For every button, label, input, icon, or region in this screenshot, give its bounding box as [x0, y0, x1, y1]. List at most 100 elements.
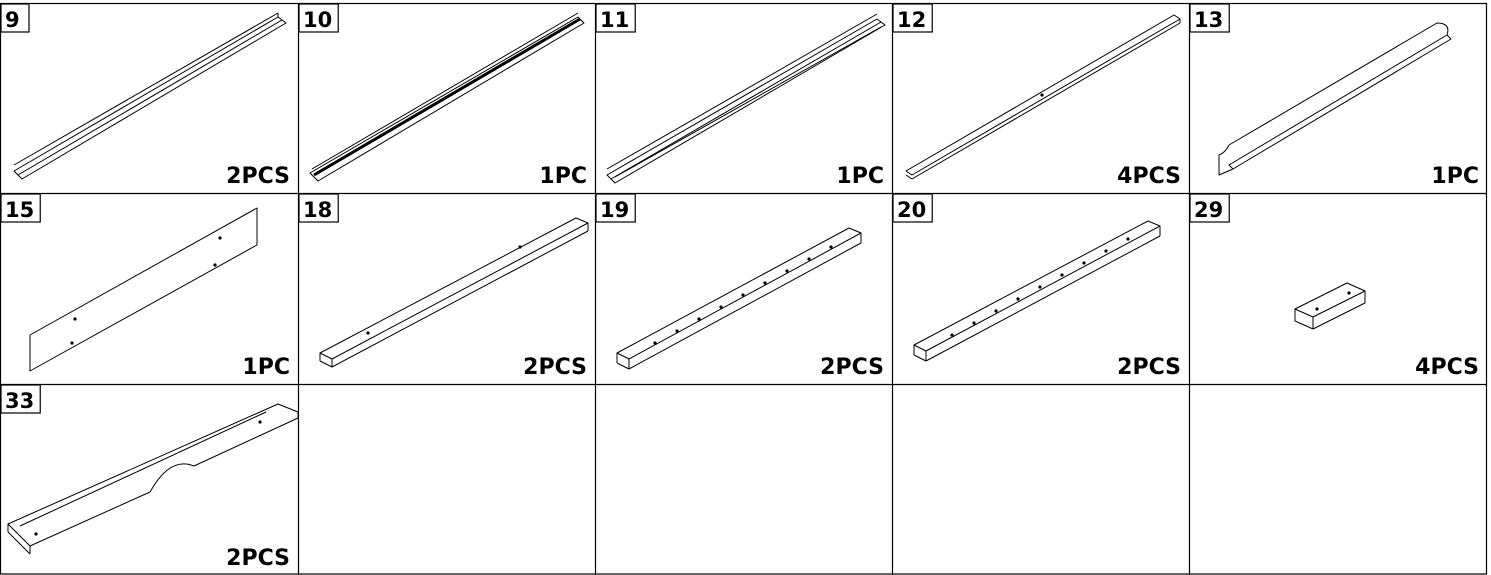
part-outline — [309, 16, 585, 182]
part-outline — [1228, 34, 1452, 170]
part-edge — [606, 13, 878, 170]
part-cell: 11 1PC — [595, 3, 886, 189]
part-number: 29 — [1194, 198, 1223, 222]
part-edge — [913, 354, 927, 362]
part-number: 20 — [897, 198, 926, 222]
part-number: 33 — [5, 389, 34, 413]
part-outline — [616, 227, 862, 360]
part-hole — [34, 532, 38, 536]
part-hole — [1126, 237, 1130, 241]
part-cell: 29 4PCS — [1189, 193, 1479, 380]
part-number-box — [892, 3, 933, 33]
part-edge — [13, 12, 279, 166]
part-outline — [29, 207, 258, 372]
part-quantity: 2PCS — [226, 546, 290, 571]
part-number: 18 — [303, 198, 332, 222]
part-cell: 15 1PC — [0, 193, 290, 380]
part-hole — [741, 293, 745, 297]
part-cell: 20 2PCS — [892, 193, 1181, 380]
part-edge — [614, 26, 882, 178]
part-number-box — [892, 193, 933, 223]
part-hole — [518, 245, 522, 249]
part-outline — [1294, 282, 1366, 318]
part-cell: 19 2PCS — [595, 193, 884, 380]
part-cell: 10 1PC — [298, 3, 587, 189]
part-hole — [1104, 249, 1108, 253]
part-number-box — [0, 384, 41, 414]
part-quantity: 4PCS — [1415, 355, 1479, 380]
part-edge — [628, 242, 862, 370]
part-outline — [606, 18, 886, 184]
part-cell: 13 1PC — [1189, 3, 1479, 189]
part-edge — [313, 17, 581, 177]
part-quantity: 1PC — [539, 164, 587, 189]
part-hole — [763, 281, 767, 285]
part-number-box — [595, 193, 636, 223]
part-edge — [911, 22, 1181, 180]
part-hole — [1060, 273, 1064, 277]
part-outline — [1218, 22, 1449, 176]
part-hole — [70, 341, 74, 345]
part-hole — [218, 236, 222, 240]
part-edge — [610, 21, 882, 180]
part-hole — [950, 333, 954, 337]
part-hole — [73, 317, 77, 321]
part-hole — [697, 317, 701, 321]
part-quantity: 1PC — [242, 355, 290, 380]
part-quantity: 4PCS — [1117, 164, 1181, 189]
part-hole — [1082, 261, 1086, 265]
part-quantity: 2PCS — [820, 355, 884, 380]
part-hole — [829, 245, 833, 249]
part-edge — [905, 174, 913, 180]
part-outline — [7, 403, 299, 547]
part-hole — [719, 305, 723, 309]
part-quantity: 2PCS — [226, 164, 290, 189]
part-hole — [1347, 291, 1351, 295]
part-number-box — [0, 193, 41, 223]
part-number: 15 — [5, 198, 34, 222]
part-quantity: 1PC — [836, 164, 884, 189]
part-number-box — [298, 3, 339, 33]
part-hole — [972, 321, 976, 325]
part-outline — [13, 16, 287, 180]
part-hole — [1016, 297, 1020, 301]
part-quantity: 2PCS — [523, 355, 587, 380]
part-number: 13 — [1194, 8, 1223, 32]
part-number-box — [1189, 3, 1230, 33]
part-quantity: 1PC — [1431, 164, 1479, 189]
part-quantity: 2PCS — [1117, 355, 1181, 380]
part-edge — [19, 411, 267, 527]
part-cell: 18 2PCS — [298, 193, 589, 380]
part-number: 12 — [897, 8, 926, 32]
part-hole — [258, 420, 262, 424]
part-hole — [366, 331, 370, 335]
part-number-box — [1189, 193, 1230, 223]
part-number-box — [298, 193, 339, 223]
part-hole — [1040, 93, 1044, 97]
part-hole — [653, 341, 657, 345]
part-edge — [311, 12, 579, 170]
part-number-box — [595, 3, 636, 33]
part-edge — [925, 235, 1161, 362]
part-hole — [675, 329, 679, 333]
part-edge — [616, 362, 630, 370]
part-outline — [913, 220, 1161, 352]
part-number: 11 — [600, 8, 629, 32]
part-cell: 9 2PCS — [0, 3, 290, 189]
part-cell: 12 4PCS — [892, 3, 1181, 189]
part-hole — [1315, 307, 1319, 311]
part-edge — [1312, 302, 1366, 330]
part-edge — [319, 360, 333, 368]
part-cell: 33 2PCS — [0, 384, 299, 571]
part-number: 10 — [303, 8, 332, 32]
part-hole — [994, 309, 998, 313]
part-hole — [807, 257, 811, 261]
part-edge — [7, 531, 31, 555]
part-number: 19 — [600, 198, 629, 222]
part-edge — [1294, 320, 1314, 330]
part-number: 9 — [5, 8, 20, 32]
part-hole — [785, 269, 789, 273]
part-edge — [17, 19, 283, 176]
